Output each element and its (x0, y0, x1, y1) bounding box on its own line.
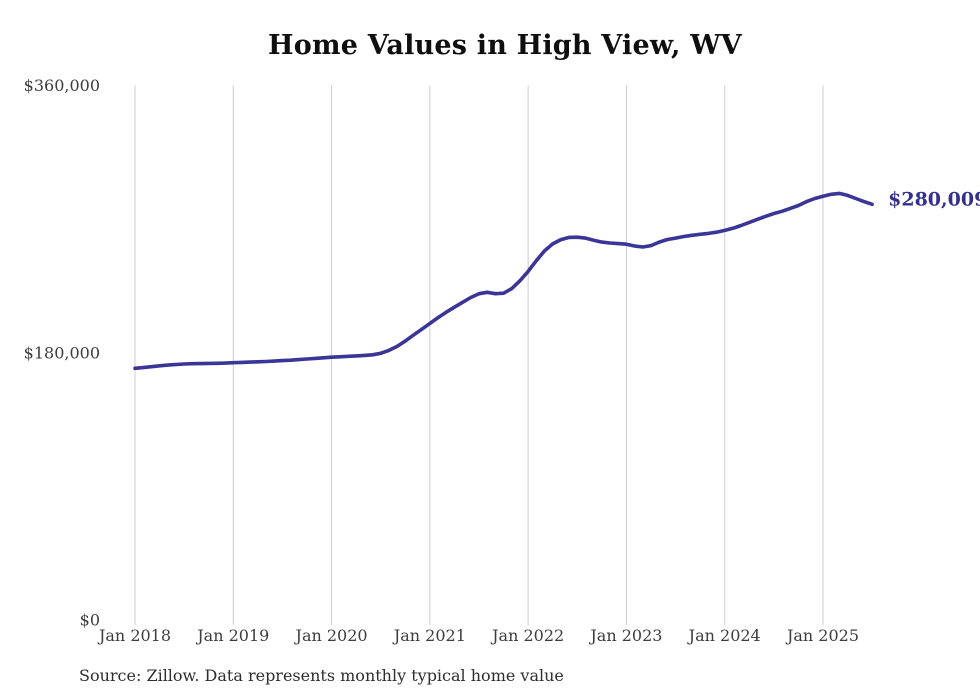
x-tick-label: Jan 2025 (785, 626, 859, 645)
x-tick-label: Jan 2018 (97, 626, 171, 645)
end-value-label: $280,009 (888, 188, 980, 210)
y-tick-label: $180,000 (24, 343, 100, 362)
chart-title: Home Values in High View, WV (268, 30, 742, 61)
x-tick-label: Jan 2022 (490, 626, 564, 645)
source-note: Source: Zillow. Data represents monthly … (79, 666, 564, 685)
x-tick-label: Jan 2024 (687, 626, 761, 645)
x-tick-label: Jan 2023 (588, 626, 662, 645)
x-tick-label: Jan 2019 (195, 626, 269, 645)
y-tick-label: $360,000 (24, 76, 100, 95)
y-tick-label: $0 (80, 611, 100, 630)
value-line (133, 191, 874, 371)
x-tick-label: Jan 2020 (294, 626, 368, 645)
x-tick-label: Jan 2021 (392, 626, 466, 645)
